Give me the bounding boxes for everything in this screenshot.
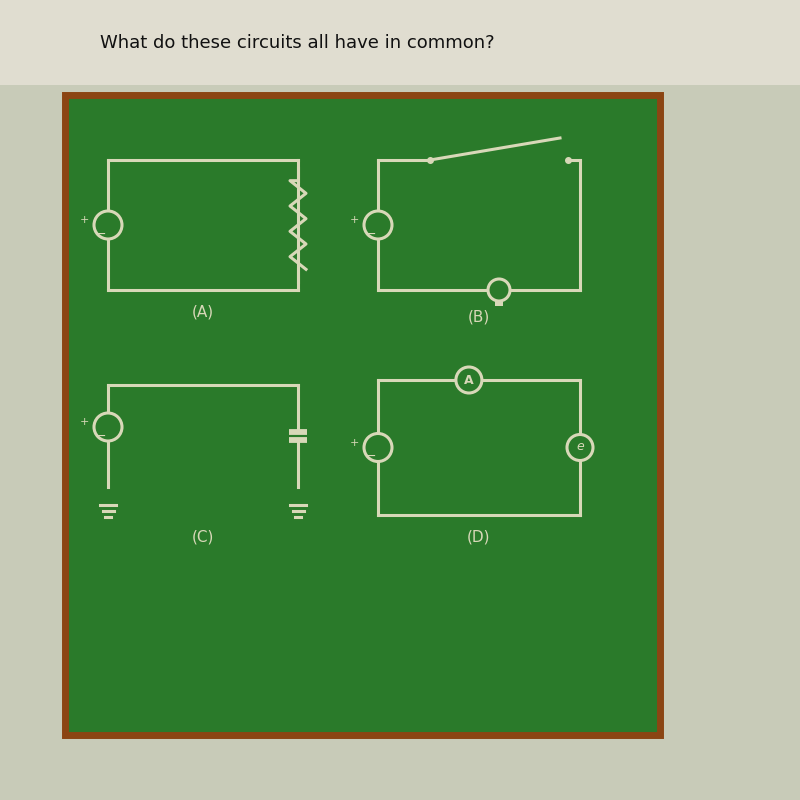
- Text: +: +: [80, 417, 89, 427]
- Circle shape: [456, 367, 482, 393]
- Text: −: −: [96, 227, 106, 241]
- Circle shape: [364, 434, 392, 462]
- Circle shape: [567, 434, 593, 461]
- Text: (D): (D): [467, 530, 490, 545]
- Circle shape: [488, 279, 510, 301]
- Text: (C): (C): [192, 530, 214, 545]
- Circle shape: [94, 211, 122, 239]
- Text: −: −: [366, 227, 376, 241]
- Bar: [0, 0, 800, 85]
- Bar: [495, 301, 503, 306]
- Text: −: −: [96, 430, 106, 442]
- Text: +: +: [350, 215, 359, 225]
- Text: What do these circuits all have in common?: What do these circuits all have in commo…: [100, 34, 494, 52]
- Circle shape: [364, 211, 392, 239]
- Circle shape: [94, 413, 122, 441]
- Text: A: A: [464, 374, 474, 386]
- Bar: [65, 95, 660, 735]
- Text: e: e: [576, 440, 584, 453]
- Text: +: +: [80, 215, 89, 225]
- Text: +: +: [350, 438, 359, 447]
- Text: (A): (A): [192, 305, 214, 319]
- Text: −: −: [366, 450, 376, 463]
- Text: (B): (B): [468, 310, 490, 325]
